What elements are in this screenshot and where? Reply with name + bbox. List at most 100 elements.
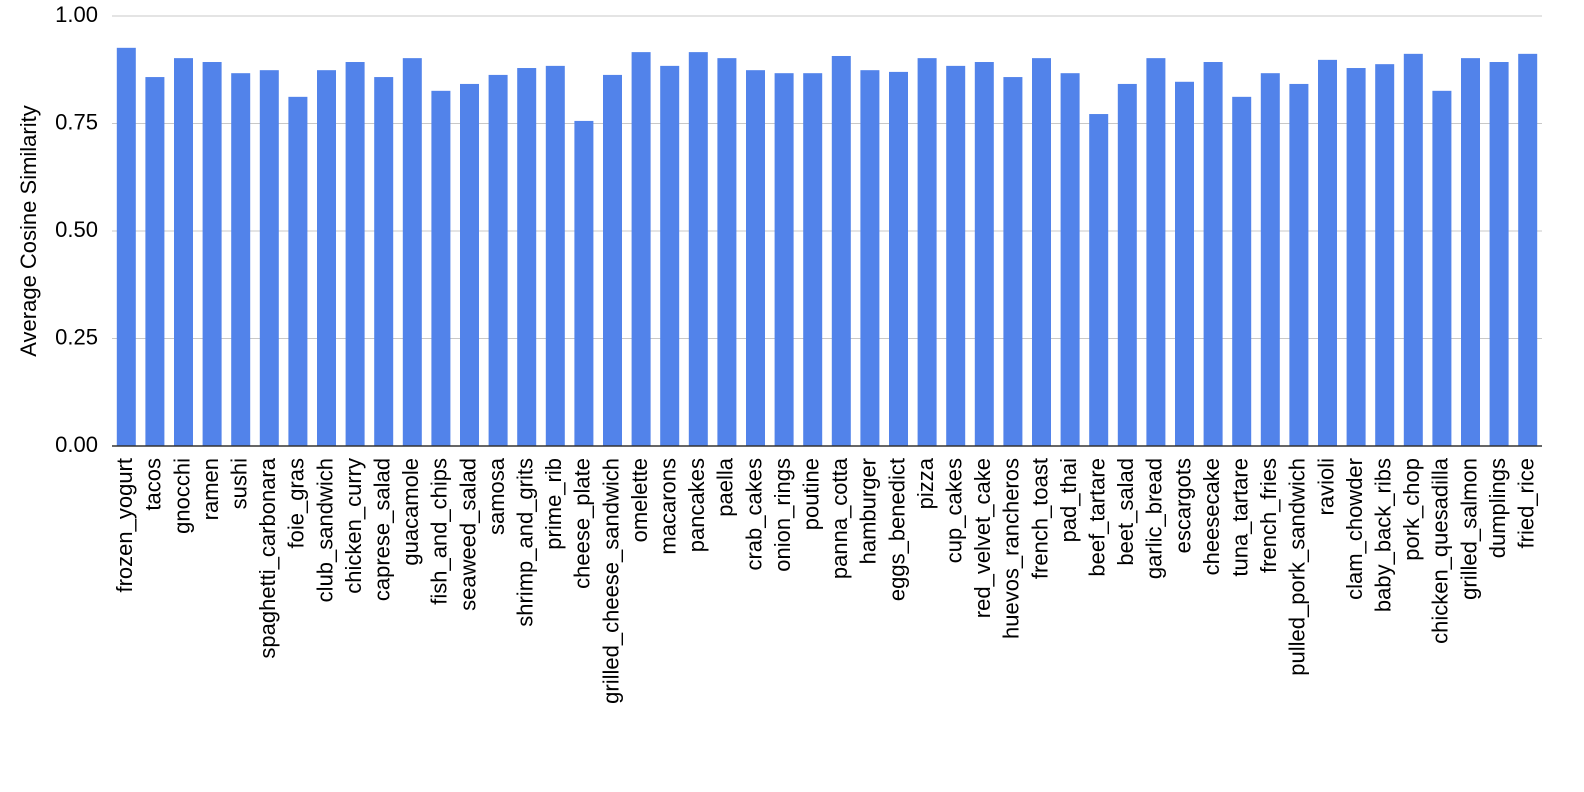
y-tick-label: 0.00 [55, 432, 98, 457]
bar [202, 62, 222, 446]
x-tick-label: panna_cotta [827, 457, 852, 579]
x-tick-label: tuna_tartare [1228, 458, 1253, 577]
x-tick-label: prime_rib [541, 458, 566, 550]
bar [1346, 68, 1366, 446]
x-tick-label: french_toast [1027, 458, 1052, 579]
x-tick-label: grilled_salmon [1456, 458, 1481, 600]
x-tick-label: caprese_salad [370, 458, 395, 601]
x-tick-label: garlic_bread [1142, 458, 1167, 579]
bar [717, 58, 737, 446]
bar [174, 58, 193, 446]
x-tick-label: huevos_rancheros [999, 458, 1024, 639]
x-tick-label: shrimp_and_grits [513, 458, 538, 627]
x-tick-label: guacamole [398, 458, 423, 566]
bar [660, 65, 680, 446]
bar [1375, 64, 1395, 446]
x-tick-label: fried_rice [1514, 458, 1539, 548]
bar [517, 68, 537, 446]
x-tick-label: ravioli [1313, 458, 1338, 515]
bar [1203, 62, 1223, 446]
bar [1060, 73, 1080, 446]
bar [488, 74, 508, 446]
bar [974, 62, 994, 446]
x-tick-label: poutine [799, 458, 824, 530]
bar [1260, 73, 1280, 446]
x-tick-label: gnocchi [169, 458, 194, 534]
x-tick-label: hamburger [856, 458, 881, 564]
y-tick-label: 0.50 [55, 217, 98, 242]
x-tick-label: paella [713, 457, 738, 516]
bar [803, 73, 823, 446]
x-tick-label: frozen_yogurt [112, 458, 137, 593]
x-tick-label: seaweed_salad [455, 458, 480, 611]
x-tick-label: beef_tartare [1085, 458, 1110, 577]
bar [431, 90, 451, 446]
bar [774, 73, 794, 446]
bar [1175, 81, 1194, 446]
x-tick-label: ramen [198, 458, 223, 520]
x-tick-label: macarons [656, 458, 681, 555]
bar [345, 62, 365, 446]
bar [860, 70, 880, 447]
bar [831, 55, 851, 447]
x-tick-label: crab_cakes [741, 458, 766, 571]
bar [402, 58, 422, 446]
bar [1003, 77, 1023, 446]
bar [946, 65, 966, 446]
x-tick-label: spaghetti_carbonara [255, 457, 280, 658]
x-tick-label: cheesecake [1199, 458, 1224, 575]
bar [889, 71, 908, 447]
x-tick-label: baby_back_ribs [1371, 458, 1396, 612]
bar [1289, 83, 1309, 446]
x-tick-label: pulled_pork_sandwich [1285, 458, 1310, 676]
bar [917, 58, 937, 446]
x-tick-label: pad_thai [1056, 458, 1081, 542]
y-tick-label: 1.00 [55, 2, 98, 27]
bar [631, 52, 651, 447]
x-tick-label: beet_salad [1113, 458, 1138, 566]
x-tick-label: grilled_cheese_sandwich [598, 458, 623, 704]
bar [603, 74, 622, 446]
bar [1232, 96, 1252, 446]
x-tick-label: chicken_curry [341, 458, 366, 594]
x-tick-label: pizza [913, 457, 938, 509]
bar [1461, 58, 1480, 446]
x-tick-label: cup_cakes [942, 458, 967, 563]
x-tick-label: pancakes [684, 458, 709, 552]
x-tick-label: red_velvet_cake [970, 458, 995, 618]
bar [1146, 58, 1166, 446]
bar [374, 77, 394, 446]
x-tick-label: foie_gras [284, 458, 309, 549]
bar [145, 77, 165, 446]
x-tick-label: french_fries [1256, 458, 1281, 573]
x-tick-label: eggs_benedict [884, 458, 909, 601]
bar [460, 83, 479, 446]
bar [1089, 114, 1109, 446]
bar [1489, 62, 1509, 446]
bar [545, 65, 565, 446]
bar [1403, 53, 1423, 447]
bar [317, 70, 336, 447]
bar [116, 47, 136, 446]
x-tick-label: onion_rings [770, 458, 795, 572]
x-tick-label: chicken_quesadilla [1428, 457, 1453, 644]
bar [1117, 83, 1137, 446]
x-tick-label: clam_chowder [1342, 458, 1367, 600]
bar [259, 70, 279, 447]
bar [746, 70, 765, 447]
bar [1518, 53, 1538, 447]
bar [288, 96, 308, 446]
bar [231, 73, 251, 446]
x-tick-label: club_sandwich [312, 458, 337, 602]
x-tick-label: escargots [1170, 458, 1195, 553]
x-tick-label: sushi [227, 458, 252, 509]
y-tick-label: 0.25 [55, 324, 98, 349]
y-axis-title: Average Cosine Similarity [16, 105, 41, 356]
x-tick-label: tacos [141, 458, 166, 511]
bar [574, 120, 594, 447]
x-tick-label: pork_chop [1399, 458, 1424, 561]
y-tick-label: 0.75 [55, 109, 98, 134]
x-tick-label: samosa [484, 457, 509, 535]
bar [1032, 58, 1051, 446]
